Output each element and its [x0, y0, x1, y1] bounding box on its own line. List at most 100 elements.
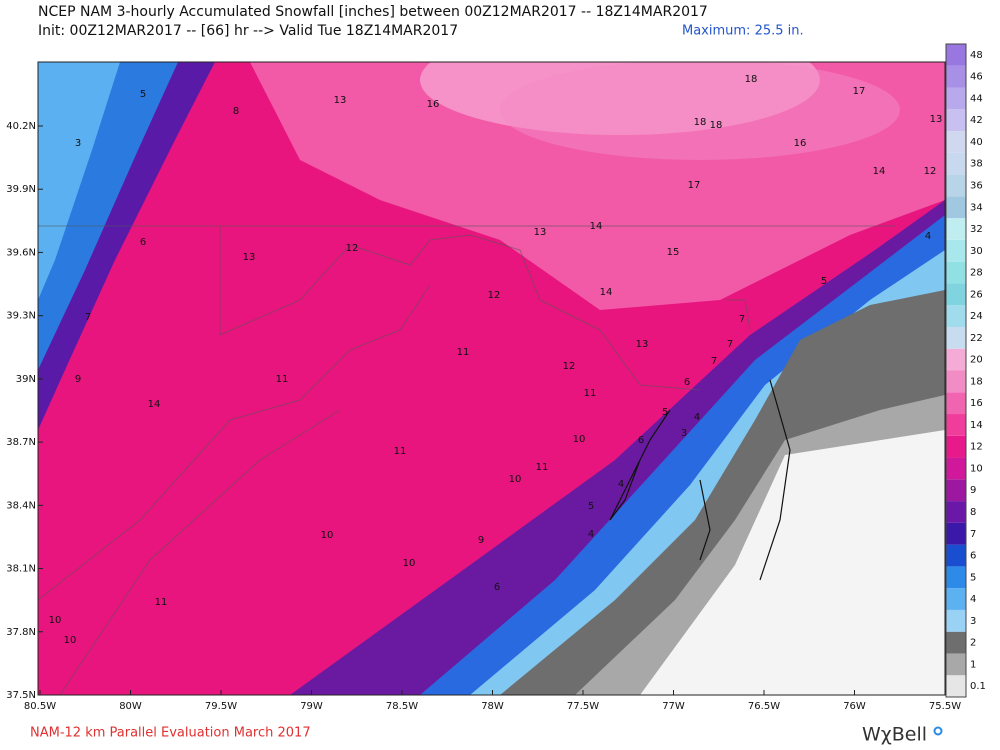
legend-label: 22	[970, 333, 983, 344]
legend-label: 36	[970, 180, 983, 191]
legend-label: 8	[970, 507, 976, 518]
legend-swatch	[946, 457, 966, 480]
lat-label: 38.1N	[6, 564, 36, 575]
map-value-label: 10	[321, 530, 334, 541]
maximum: Maximum: 25.5 in.	[682, 24, 804, 39]
legend-swatch	[946, 544, 966, 567]
map-value-label: 16	[427, 99, 440, 110]
map-value-label: 15	[667, 247, 680, 258]
map-value-label: 13	[930, 114, 943, 125]
lon-label: 78W	[481, 701, 504, 712]
lat-label: 39.6N	[6, 247, 36, 258]
legend-swatch	[946, 283, 966, 306]
map-value-label: 10	[573, 434, 586, 445]
legend-swatch	[946, 239, 966, 262]
map-value-label: 17	[853, 86, 866, 97]
map-value-label: 6	[494, 582, 500, 593]
legend-swatch	[946, 675, 966, 697]
legend-swatch	[946, 566, 966, 589]
lat-label: 37.8N	[6, 627, 36, 638]
brand-dot	[933, 726, 943, 736]
legend-label: 30	[970, 246, 983, 257]
map-value-label: 9	[478, 535, 484, 546]
map-value-label: 10	[64, 635, 77, 646]
map-value-label: 10	[509, 474, 522, 485]
legend-label: 7	[970, 529, 976, 540]
legend-swatch	[946, 370, 966, 393]
map-value-label: 13	[636, 339, 649, 350]
legend-label: 6	[970, 551, 976, 562]
map-value-label: 4	[588, 529, 594, 540]
legend-label: 18	[970, 376, 983, 387]
map-value-label: 18	[710, 120, 723, 131]
map-value-label: 12	[563, 361, 576, 372]
map-value-label: 5	[140, 89, 146, 100]
legend-swatch	[946, 305, 966, 327]
lon-label: 77W	[662, 701, 685, 712]
map-value-label: 7	[711, 356, 717, 367]
init-line: Init: 00Z12MAR2017 -- [66] hr --> Valid …	[38, 23, 458, 39]
lon-label: 76.5W	[748, 701, 780, 712]
map-value-label: 8	[233, 106, 239, 117]
map-value-label: 7	[739, 314, 745, 325]
lat-label: 40.2N	[6, 121, 36, 132]
legend-swatch	[946, 414, 966, 436]
legend-label: 9	[970, 485, 976, 496]
legend-label: 1	[970, 659, 976, 670]
map-value-label: 14	[148, 399, 161, 410]
legend-swatch	[946, 588, 966, 610]
legend-swatch	[946, 435, 966, 458]
lat-label: 38.7N	[6, 437, 36, 448]
legend-label: 46	[970, 72, 983, 83]
legend-label: 3	[970, 616, 976, 627]
legend-label: 40	[970, 137, 983, 148]
map-value-label: 3	[681, 428, 687, 439]
lat-label: 39.9N	[6, 184, 36, 195]
map-value-label: 4	[618, 479, 624, 490]
lat-label: 39N	[16, 374, 36, 385]
map-value-label: 6	[638, 435, 644, 446]
lon-label: 76W	[843, 701, 866, 712]
map-value-label: 4	[694, 412, 700, 423]
legend-swatch	[946, 44, 966, 66]
map-value-label: 9	[75, 374, 81, 385]
legend-swatch	[946, 152, 966, 175]
legend-label: 4	[970, 594, 976, 605]
legend-swatch	[946, 653, 966, 676]
legend-label: 44	[970, 93, 983, 104]
map-value-label: 6	[140, 237, 146, 248]
map-value-label: 10	[49, 615, 62, 626]
map-value-label: 11	[457, 347, 470, 358]
lon-label: 79W	[300, 701, 323, 712]
title: NCEP NAM 3-hourly Accumulated Snowfall […	[38, 4, 708, 20]
map-value-label: 10	[403, 558, 416, 569]
legend-swatch	[946, 196, 966, 219]
legend-swatch	[946, 348, 966, 371]
map-value-label: 3	[75, 138, 81, 149]
map	[38, 62, 945, 695]
map-value-label: 18	[745, 74, 758, 85]
map-value-label: 11	[155, 597, 168, 608]
legend-label: 48	[970, 50, 983, 61]
legend-swatch	[946, 87, 966, 110]
legend-swatch	[946, 174, 966, 197]
lon-label: 80.5W	[24, 701, 56, 712]
legend-swatch	[946, 631, 966, 654]
legend-swatch	[946, 479, 966, 502]
legend-swatch	[946, 218, 966, 240]
lat-label: 39.3N	[6, 311, 36, 322]
lon-label: 80W	[119, 701, 142, 712]
legend-label: 38	[970, 159, 983, 170]
map-value-label: 17	[688, 180, 701, 191]
lat-label: 37.5N	[6, 690, 36, 701]
legend-label: 16	[970, 398, 983, 409]
brand: WχBell	[862, 724, 927, 746]
map-value-label: 5	[821, 276, 827, 287]
legend-swatch	[946, 109, 966, 132]
legend-label: 20	[970, 355, 983, 366]
map-value-label: 13	[334, 95, 347, 106]
legend-label: 2	[970, 638, 976, 649]
lon-label: 78.5W	[386, 701, 418, 712]
legend-swatch	[946, 326, 966, 349]
